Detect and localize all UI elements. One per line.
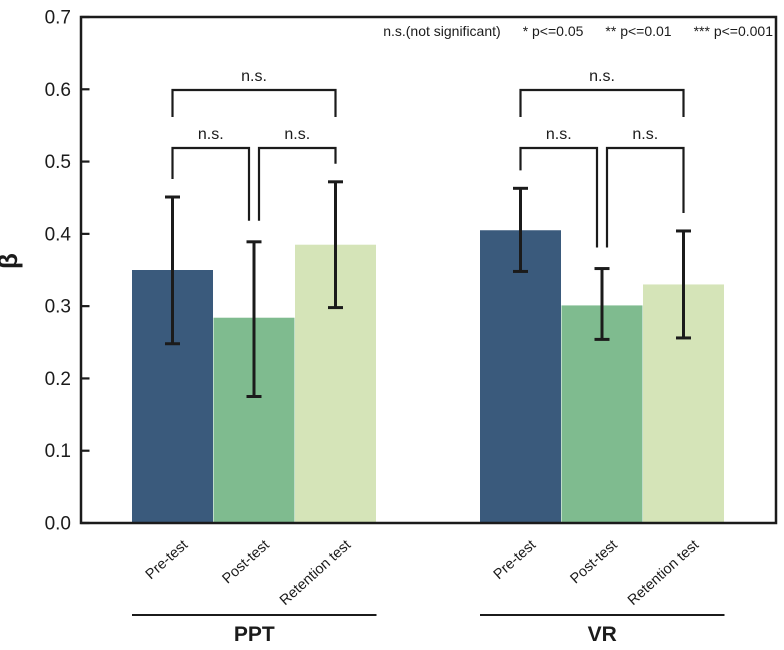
legend-item-p01: ** p<=0.01 xyxy=(605,23,672,39)
sig-label: n.s. xyxy=(284,126,310,143)
x-tick-label-post-test: Post-test xyxy=(567,537,620,587)
y-tick-label: 0.5 xyxy=(45,152,71,173)
sig-label: n.s. xyxy=(241,68,267,85)
y-tick-label: 0.0 xyxy=(45,514,71,535)
plot-box xyxy=(79,15,778,525)
group-label-ppt: PPT xyxy=(234,623,275,646)
sig-bracket xyxy=(171,88,337,117)
sig-label: n.s. xyxy=(632,126,658,143)
x-tick-label-retention-test: Retention test xyxy=(277,537,354,609)
x-tick-label-pre-test: Pre-test xyxy=(143,537,191,583)
x-tick-label-pre-test: Pre-test xyxy=(491,537,539,583)
x-tick-label-retention-test: Retention test xyxy=(625,537,702,609)
sig-label: n.s. xyxy=(589,68,615,85)
y-tick-label: 0.3 xyxy=(45,297,71,318)
bar-vr-pre-test xyxy=(480,230,561,523)
sig-bracket xyxy=(257,146,337,221)
sig-bracket xyxy=(519,88,685,117)
legend-item-ns: n.s.(not significant) xyxy=(383,23,501,39)
y-tick-label: 0.1 xyxy=(45,441,71,462)
sig-bracket xyxy=(519,146,599,248)
sig-bracket xyxy=(605,146,685,248)
y-tick-label: 0.4 xyxy=(45,224,72,245)
y-tick-label: 0.6 xyxy=(45,80,71,101)
x-tick-label-post-test: Post-test xyxy=(219,537,272,587)
y-tick-label: 0.2 xyxy=(45,369,71,390)
legend-item-p001: *** p<=0.001 xyxy=(693,23,773,39)
sig-label: n.s. xyxy=(546,126,572,143)
sig-bracket xyxy=(171,146,251,221)
legend-item-p05: * p<=0.05 xyxy=(522,23,584,39)
y-tick-label: 0.7 xyxy=(45,8,71,29)
y-axis-title: β xyxy=(0,253,23,269)
group-label-vr: VR xyxy=(588,623,617,646)
sig-label: n.s. xyxy=(198,126,224,143)
bar-vr-post-test xyxy=(561,305,643,523)
significance-legend: n.s.(not significant) * p<=0.05 ** p<=0.… xyxy=(383,23,773,39)
